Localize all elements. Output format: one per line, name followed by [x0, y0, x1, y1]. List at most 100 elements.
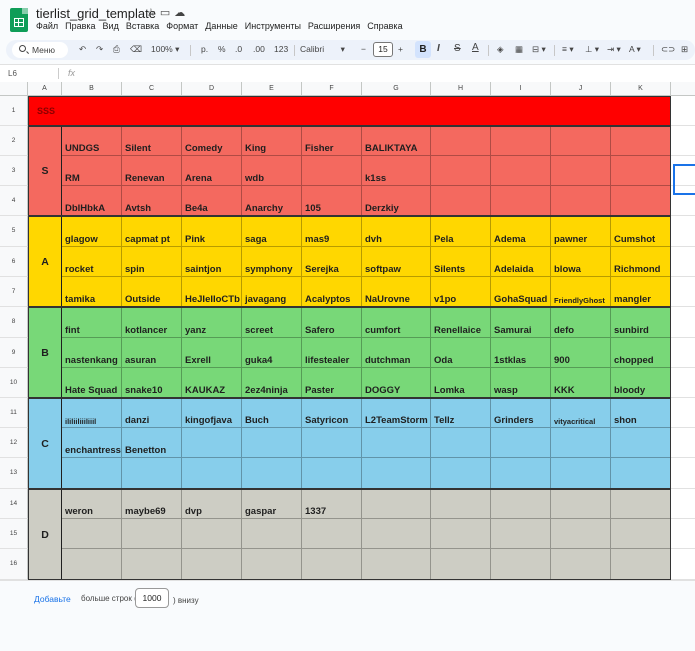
strikethrough-button[interactable]: S	[454, 43, 461, 54]
tier-cell[interactable]	[242, 458, 302, 489]
tier-cell[interactable]: kotlancer	[122, 307, 182, 338]
tier-cell[interactable]: BALIKTAYA	[362, 126, 431, 156]
tier-cell[interactable]	[362, 519, 431, 549]
menu-item[interactable]: Вид	[102, 21, 119, 31]
row-header-1[interactable]: 1	[0, 96, 28, 126]
tier-cell[interactable]	[611, 428, 671, 458]
font-size-input[interactable]: 15	[373, 42, 393, 57]
tier-cell[interactable]	[302, 156, 362, 186]
tier-cell[interactable]: 1stklas	[491, 338, 551, 368]
tier-cell[interactable]: Silent	[122, 126, 182, 156]
tier-cell[interactable]: chopped	[611, 338, 671, 368]
menu-item[interactable]: Расширения	[307, 21, 361, 31]
tier-cell[interactable]: lifestealer	[302, 338, 362, 368]
tier-cell[interactable]	[491, 549, 551, 580]
row-header-9[interactable]: 9	[0, 338, 28, 368]
insert-link-icon[interactable]: ⊂⊃	[661, 44, 676, 54]
row-header-14[interactable]: 14	[0, 489, 28, 519]
tier-cell[interactable]: Exrell	[182, 338, 242, 368]
tier-cell[interactable]	[611, 549, 671, 580]
column-header-F[interactable]: F	[302, 82, 362, 96]
tier-cell[interactable]: capmat pt	[122, 216, 182, 247]
zoom-select[interactable]: 100% ▾	[151, 44, 180, 54]
tier-cell[interactable]: guka4	[242, 338, 302, 368]
redo-icon[interactable]: ↷	[96, 44, 104, 54]
menu-item[interactable]: Вставка	[125, 21, 160, 31]
tier-cell[interactable]: NaUrovne	[362, 277, 431, 307]
tier-cell[interactable]: DOGGY	[362, 368, 431, 398]
tier-cell[interactable]: Comedy	[182, 126, 242, 156]
tier-cell[interactable]: UNDGS	[62, 126, 122, 156]
menu-item[interactable]: Файл	[36, 21, 59, 31]
tier-cell[interactable]	[491, 186, 551, 216]
tier-cell[interactable]	[611, 519, 671, 549]
tier-cell[interactable]	[302, 458, 362, 489]
tier-cell[interactable]: Benetton	[122, 428, 182, 458]
tier-cell[interactable]: Cumshot	[611, 216, 671, 247]
select-all-corner[interactable]	[0, 82, 28, 96]
tier-cell[interactable]: bloody	[611, 368, 671, 398]
tier-cell[interactable]: symphony	[242, 247, 302, 277]
tier-cell[interactable]: Richmond	[611, 247, 671, 277]
tier-label-s[interactable]: S	[28, 126, 62, 216]
tier-cell[interactable]: Paster	[302, 368, 362, 398]
tier-cell[interactable]	[62, 519, 122, 549]
tier-cell[interactable]: fint	[62, 307, 122, 338]
tier-cell[interactable]: javagang	[242, 277, 302, 307]
row-header-3[interactable]: 3	[0, 156, 28, 186]
tier-cell[interactable]: mangler	[611, 277, 671, 307]
tier-cell[interactable]: blowa	[551, 247, 611, 277]
tier-cell[interactable]	[611, 489, 671, 519]
tier-label-sss[interactable]: SSS	[28, 96, 671, 126]
empty-cell[interactable]	[671, 156, 695, 186]
tier-cell[interactable]	[62, 458, 122, 489]
tier-cell[interactable]: shon	[611, 398, 671, 428]
tier-cell[interactable]: glagow	[62, 216, 122, 247]
tier-cell[interactable]	[431, 156, 491, 186]
tier-cell[interactable]	[551, 489, 611, 519]
font-size-decrease-button[interactable]: −	[361, 44, 366, 54]
tier-cell[interactable]: maybe69	[122, 489, 182, 519]
tier-cell[interactable]	[491, 428, 551, 458]
tier-cell[interactable]	[551, 428, 611, 458]
tier-cell[interactable]: enchantress	[62, 428, 122, 458]
tier-cell[interactable]	[431, 519, 491, 549]
tier-cell[interactable]	[431, 126, 491, 156]
column-header-B[interactable]: B	[62, 82, 122, 96]
tier-cell[interactable]	[491, 519, 551, 549]
italic-button[interactable]: I	[437, 43, 440, 54]
tier-cell[interactable]: sunbird	[611, 307, 671, 338]
text-color-button[interactable]: A	[472, 42, 479, 53]
menu-item[interactable]: Данные	[205, 21, 238, 31]
tier-cell[interactable]: KAUKAZ	[182, 368, 242, 398]
tier-cell[interactable]: yanz	[182, 307, 242, 338]
tier-cell[interactable]: FriendlyGhost	[551, 277, 611, 307]
empty-cell[interactable]	[671, 247, 695, 277]
tier-cell[interactable]: Lomka	[431, 368, 491, 398]
horizontal-align-icon[interactable]: ≡ ▾	[562, 44, 574, 54]
tier-cell[interactable]: 2ez4ninja	[242, 368, 302, 398]
print-icon[interactable]: ⎙	[113, 44, 120, 54]
tier-label-d[interactable]: D	[28, 489, 62, 580]
tier-cell[interactable]: Tellz	[431, 398, 491, 428]
currency-button[interactable]: р.	[201, 44, 209, 54]
tier-cell[interactable]	[551, 549, 611, 580]
row-header-6[interactable]: 6	[0, 247, 28, 277]
tier-cell[interactable]: Safero	[302, 307, 362, 338]
empty-cell[interactable]	[671, 186, 695, 216]
tier-cell[interactable]: saga	[242, 216, 302, 247]
tier-cell[interactable]: k1ss	[362, 156, 431, 186]
tier-cell[interactable]: Hate Squad	[62, 368, 122, 398]
font-size-increase-button[interactable]: +	[398, 44, 403, 54]
increase-decimal-button[interactable]: .00	[253, 44, 265, 54]
tier-cell[interactable]: Renevan	[122, 156, 182, 186]
tier-cell[interactable]	[611, 458, 671, 489]
column-header-I[interactable]: I	[491, 82, 551, 96]
empty-cell[interactable]	[671, 216, 695, 247]
tier-cell[interactable]	[491, 489, 551, 519]
tier-cell[interactable]: King	[242, 126, 302, 156]
tier-cell[interactable]: Oda	[431, 338, 491, 368]
tier-cell[interactable]: kingofjava	[182, 398, 242, 428]
tier-cell[interactable]: Acalyptos	[302, 277, 362, 307]
column-header-G[interactable]: G	[362, 82, 431, 96]
